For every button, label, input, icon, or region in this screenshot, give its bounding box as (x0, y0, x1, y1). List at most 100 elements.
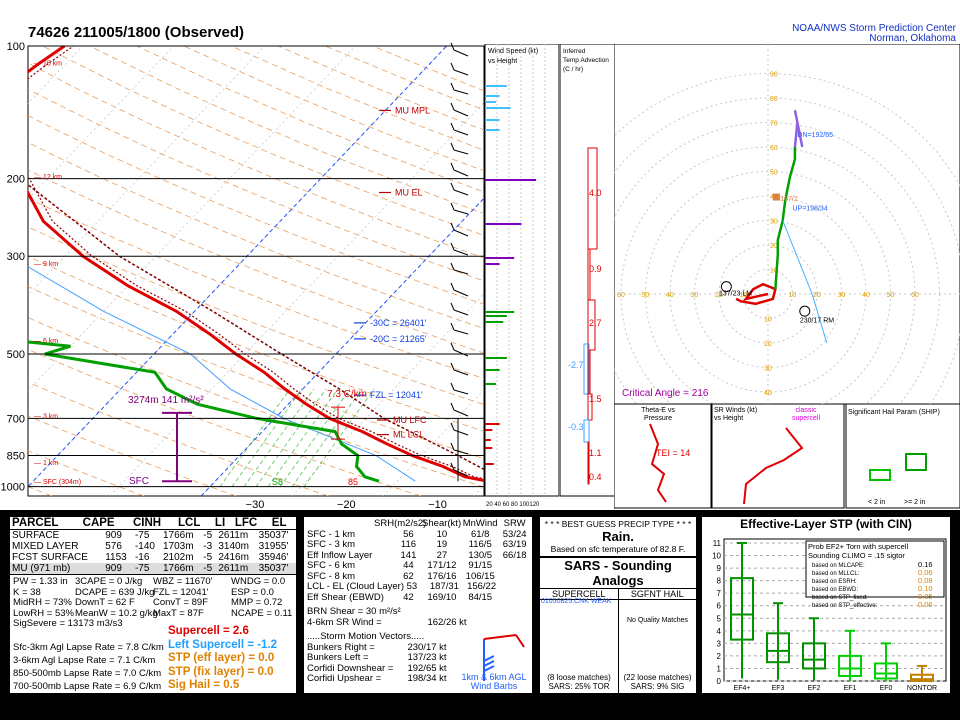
ship-box-1 (869, 469, 891, 481)
stp-basis-value: 0.16 (918, 560, 933, 569)
hodo-rm-label: 230/17 RM (800, 318, 834, 325)
kinematics-panel: SRH(m2/s2) Shear(kt) MnWind SRW SFC - 1 km 56… (302, 515, 534, 695)
hodo-ring-label: 60 (770, 145, 778, 152)
stp-note-2: Sounding CLIMO = .15 sigtor (808, 551, 905, 560)
panel-frame (614, 44, 960, 405)
wind-barb-flag (450, 142, 455, 151)
stp-category: NONTOR (907, 685, 937, 691)
wind-barb-flag (450, 422, 455, 431)
kin-cell: 44 (403, 560, 414, 571)
height-tick-label: — 12 km (34, 174, 62, 181)
hodo-up-label: UP=198/34 (793, 206, 828, 213)
precip-basis: Based on sfc temperature of 82.8 F. (550, 544, 686, 554)
sr-line (743, 427, 804, 505)
stp-ytick: 4 (717, 627, 722, 636)
mixing-ratio-line (279, 388, 351, 487)
hodo-ring (743, 269, 793, 319)
sr-panel (711, 404, 845, 509)
lapse-rates: Sfc-3km Agl Lapse Rate = 7.8 C/km 3-6km A… (13, 641, 164, 693)
sars-col-supercell: SUPERCELL (540, 589, 619, 599)
hodo-ring-label: 50 (770, 170, 778, 177)
temp-advection-panel: Inferred Temp Advection (C / hr) 4.0 0.9 2.7 -… (560, 44, 616, 497)
lapse-rate: 3-6km Agl Lapse Rate = 7.1 C/km (13, 655, 156, 666)
wind-barb (453, 69, 469, 76)
advect-value: -2.7 (568, 360, 584, 370)
advect-value: 4.0 (589, 188, 602, 198)
hodo-x-label: 10 (740, 292, 748, 299)
wind-barb (453, 89, 469, 95)
kin-cell: 56 (403, 528, 414, 540)
stat-cell: ConvT = 89F (153, 597, 209, 608)
hodo-x-label: 40 (666, 292, 674, 299)
wind-barb (453, 249, 469, 256)
wind-barb (453, 49, 469, 57)
dry-adiabat (28, 415, 237, 496)
theta-line (649, 423, 667, 503)
advect-bar (587, 441, 590, 485)
stat-cell: K = 38 (13, 586, 41, 598)
isotherm (28, 46, 356, 392)
zero-isotherm (200, 197, 484, 496)
stp-basis-label: based on STP_effective: (812, 603, 878, 609)
parcel-cell: FCST SURFACE (12, 552, 88, 563)
parcel-cell: 1766m (162, 563, 194, 574)
parcel-cell: 31955' (258, 541, 289, 552)
wind-barb-flag (450, 182, 455, 191)
kin-cell: Shear(kt) (422, 518, 462, 529)
hodo-y-label: 30 (764, 366, 772, 373)
stp-box (910, 673, 934, 683)
hodo-x-label: 40 (862, 292, 870, 299)
dry-adiabat (28, 62, 484, 259)
level-label: -30C = 26401' (370, 318, 427, 328)
parcel-row: MU (971 mb) 909 -75 1766m -5 2611m 35037' (10, 563, 296, 575)
advect-value: -0.3 (568, 422, 584, 432)
isotherm (109, 102, 484, 496)
parcel-table: SURFACE 909 -75 1766m -5 2611m 35037' MIXED LAY… (10, 529, 296, 575)
wind-barb-flag (450, 242, 455, 251)
kin-cell: 198/34 kt (407, 673, 447, 684)
hodo-x-label: 30 (691, 292, 699, 299)
wind-barb (453, 429, 469, 436)
kin-cell: 106/15 (465, 570, 495, 582)
parcel-cell: SURFACE (12, 530, 60, 541)
hodo-lm-marker (720, 281, 732, 293)
parcel-cell: -75 (134, 563, 150, 574)
hodo-y-label: 20 (764, 341, 772, 348)
wind-barb (453, 309, 469, 316)
hodo-ring-label: 10 (770, 268, 778, 275)
kin-row: Eff Shear (EBWD) 42 169/10 84/15 (307, 591, 529, 604)
kin-cell (500, 561, 529, 572)
kin-cell: SFC - 1 km (307, 528, 356, 540)
wind-axis: 20 40 60 80 100120 (486, 502, 540, 508)
composite-param: STP (fix layer) = 0.0 (168, 665, 274, 678)
kin-cell: 42 (403, 591, 414, 603)
hodo-6-9km (793, 110, 804, 148)
wind-barb (453, 229, 469, 237)
height-tick-label: — 1 km (34, 460, 58, 467)
mixing-ratio-line (243, 388, 315, 487)
parcel-cell: 35037' (258, 530, 289, 541)
wind-barb (453, 169, 469, 177)
kin-cell (500, 593, 529, 604)
wind-barb-flag (450, 302, 455, 311)
kin-cell: 230/17 kt (407, 641, 447, 653)
stp-ytick: 10 (712, 552, 721, 561)
stp-box (838, 654, 862, 677)
mixing-ratio-line (303, 388, 375, 487)
kin-cell: 171/12 (427, 560, 457, 571)
stp-ytick: 11 (713, 539, 722, 548)
parcel-cell: 2611m (218, 530, 249, 541)
pressure-tick-label: 850 (7, 451, 25, 463)
wind-barb (453, 129, 469, 136)
precip-sars-panel: * * * BEST GUESS PRECIP TYPE * * * Rain.… (538, 515, 698, 695)
parcel-cell: -5 (203, 530, 213, 541)
kin-cell: SRW (503, 518, 526, 529)
kin-cell (307, 519, 374, 530)
wind-barb-flag (450, 202, 455, 211)
composite-param: Sig Hail = 0.5 (168, 679, 240, 691)
org-line-1: NOAA/NWS Storm Prediction Center (792, 23, 956, 34)
wind-barb (453, 469, 469, 477)
stp-ytick: 6 (717, 602, 722, 611)
sars-col-hail: SGFNT HAIL (630, 589, 684, 599)
